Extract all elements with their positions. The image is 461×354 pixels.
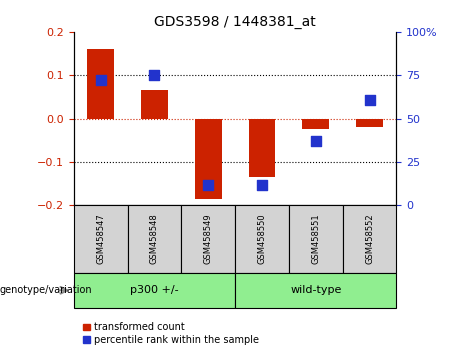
Text: GSM458552: GSM458552 — [365, 213, 374, 264]
Bar — [141, 90, 168, 119]
Text: GSM458549: GSM458549 — [204, 213, 213, 264]
Text: genotype/variation: genotype/variation — [0, 285, 93, 295]
Text: GSM458551: GSM458551 — [311, 213, 320, 264]
Bar — [248, 119, 275, 177]
Point — [366, 97, 373, 102]
Text: GSM458550: GSM458550 — [258, 213, 266, 264]
Point — [312, 138, 319, 144]
Text: GSM458548: GSM458548 — [150, 213, 159, 264]
Bar — [128, 205, 181, 273]
Bar — [87, 49, 114, 119]
Bar — [74, 205, 128, 273]
Bar — [356, 119, 383, 127]
Point — [151, 73, 158, 78]
Bar — [343, 205, 396, 273]
Bar — [74, 273, 235, 308]
Title: GDS3598 / 1448381_at: GDS3598 / 1448381_at — [154, 16, 316, 29]
Text: p300 +/-: p300 +/- — [130, 285, 179, 295]
Bar — [289, 205, 343, 273]
Text: GSM458547: GSM458547 — [96, 213, 105, 264]
Bar — [235, 273, 396, 308]
Point — [97, 78, 104, 83]
Bar — [181, 205, 235, 273]
Legend: transformed count, percentile rank within the sample: transformed count, percentile rank withi… — [79, 319, 263, 349]
Point — [258, 183, 266, 188]
Point — [205, 183, 212, 188]
Text: wild-type: wild-type — [290, 285, 342, 295]
Bar — [195, 119, 222, 199]
Bar — [302, 119, 329, 130]
Bar — [235, 205, 289, 273]
